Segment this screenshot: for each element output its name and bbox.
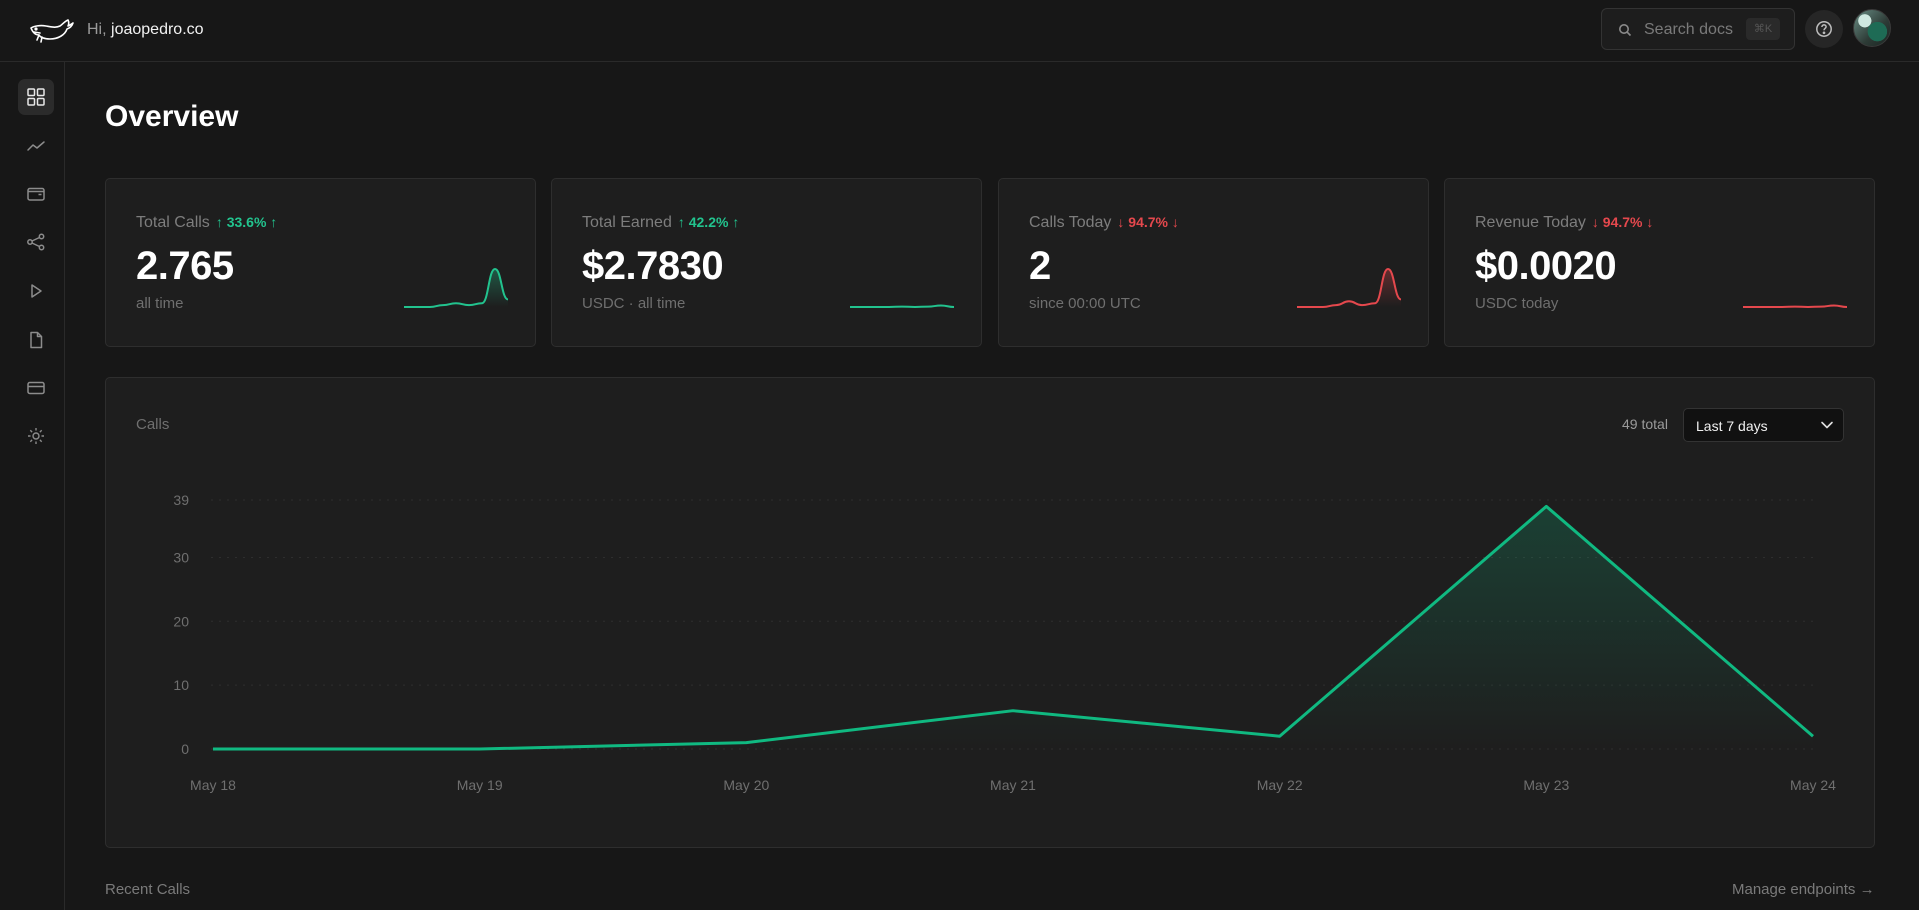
x-tick-label: May 23	[1523, 777, 1569, 793]
stat-change: ↑ 42.2% ↑	[677, 214, 740, 230]
stat-label-row: Total Calls ↑ 33.6% ↑	[136, 214, 277, 232]
sparkline-line	[1297, 267, 1401, 308]
x-tick-label: May 18	[190, 777, 236, 793]
stat-label: Total Earned	[582, 214, 672, 231]
chart-title: Calls	[136, 416, 170, 433]
stat-sub: since 00:00 UTC	[1029, 295, 1141, 312]
sidebar-item-analytics[interactable]	[18, 128, 54, 164]
greeting-prefix: Hi,	[87, 21, 107, 38]
x-tick-label: May 22	[1257, 777, 1303, 793]
search-shortcut-badge: ⌘K	[1746, 18, 1780, 40]
credit-card-icon	[27, 381, 45, 395]
calls-chart-panel: Calls 49 total Last 7 days 0 10 20 30 39 May …	[105, 377, 1875, 848]
avatar[interactable]	[1853, 9, 1891, 47]
y-tick-label: 10	[173, 677, 189, 693]
stat-sub: all time	[136, 295, 184, 312]
sidebar-item-settings[interactable]	[18, 418, 54, 454]
document-icon	[30, 331, 43, 349]
date-range-select[interactable]: Last 7 days	[1683, 408, 1844, 442]
stat-label: Total Calls	[136, 214, 210, 231]
chevron-down-icon	[1821, 421, 1833, 429]
sparkline-line	[404, 267, 508, 308]
stat-value: $0.0020	[1475, 244, 1617, 288]
y-tick-label: 20	[173, 613, 189, 629]
sparkline	[1743, 304, 1847, 309]
stat-label: Revenue Today	[1475, 214, 1586, 231]
sidebar-item-docs[interactable]	[18, 322, 54, 358]
sparkline-line	[850, 304, 954, 309]
top-bar: Hi, joaopedro.co Search docs ⌘K	[0, 0, 1919, 62]
stat-change: ↑ 33.6% ↑	[215, 214, 278, 230]
x-tick-label: May 24	[1790, 777, 1836, 793]
stat-card-total-calls: Total Calls ↑ 33.6% ↑ 2.765 all time	[105, 178, 536, 347]
stat-card-revenue-today: Revenue Today ↓ 94.7% ↓ $0.0020 USDC toda…	[1444, 178, 1875, 347]
data-point[interactable]	[745, 741, 748, 744]
stat-sub: USDC today	[1475, 295, 1559, 312]
y-tick-label: 30	[173, 549, 189, 565]
stat-value: 2	[1029, 244, 1051, 288]
search-docs-input[interactable]: Search docs ⌘K	[1601, 8, 1795, 50]
trend-line-icon	[27, 141, 45, 151]
sparkline	[404, 267, 508, 308]
sparkline-area	[404, 269, 508, 307]
share-nodes-icon	[27, 233, 45, 251]
sidebar-item-playground[interactable]	[18, 273, 54, 309]
stat-card-total-earned: Total Earned ↑ 42.2% ↑ $2.7830 USDC · all…	[551, 178, 982, 347]
date-range-value: Last 7 days	[1696, 418, 1768, 434]
sidebar-item-overview[interactable]	[18, 79, 54, 115]
stat-value: $2.7830	[582, 244, 724, 288]
x-tick-label: May 19	[457, 777, 503, 793]
page-title: Overview	[105, 100, 239, 133]
play-icon	[31, 284, 42, 298]
sidebar-item-endpoints[interactable]	[18, 224, 54, 260]
stat-change: ↓ 94.7% ↓	[1591, 214, 1654, 230]
chart-total-count: 49 total	[1622, 416, 1668, 432]
sidebar-item-wallet[interactable]	[18, 176, 54, 212]
data-point[interactable]	[212, 748, 215, 751]
sparkline	[850, 304, 954, 309]
x-tick-label: May 21	[990, 777, 1036, 793]
sidebar-item-billing[interactable]	[18, 370, 54, 406]
gear-icon	[28, 428, 44, 444]
stat-label-row: Total Earned ↑ 42.2% ↑	[582, 214, 739, 232]
y-tick-label: 39	[173, 492, 189, 508]
username: joaopedro.co	[111, 21, 204, 38]
data-point[interactable]	[1812, 735, 1815, 738]
calls-line-chart: 0 10 20 30 39 May 18 May 19 May 20 May 21 May 22 M…	[173, 492, 1836, 793]
data-point[interactable]	[1545, 505, 1548, 508]
stat-change: ↓ 94.7% ↓	[1117, 214, 1179, 230]
y-tick-label: 0	[181, 741, 189, 757]
help-button[interactable]	[1805, 10, 1843, 48]
search-placeholder: Search docs	[1644, 21, 1733, 38]
grid-icon	[27, 88, 45, 106]
sparkline-line	[1743, 304, 1847, 309]
wallet-icon	[27, 187, 45, 201]
whale-icon[interactable]	[28, 14, 74, 46]
stat-label: Calls Today	[1029, 214, 1112, 231]
data-point[interactable]	[1012, 709, 1015, 712]
data-point[interactable]	[1278, 735, 1281, 738]
greeting: Hi, joaopedro.co	[87, 21, 204, 39]
sidebar	[0, 62, 65, 910]
stat-sub: USDC · all time	[582, 295, 686, 312]
series-area	[213, 506, 1813, 749]
recent-calls-heading: Recent Calls	[105, 881, 191, 898]
data-point[interactable]	[478, 748, 481, 751]
stat-card-calls-today: Calls Today ↓ 94.7% ↓ 2 since 00:00 UTC	[998, 178, 1429, 347]
manage-endpoints-link[interactable]: Manage endpoints →	[1732, 881, 1875, 898]
search-icon	[1619, 24, 1632, 37]
series-line	[213, 504, 1814, 751]
stat-label-row: Revenue Today ↓ 94.7% ↓	[1475, 214, 1653, 232]
question-circle-icon	[1816, 21, 1832, 37]
stat-label-row: Calls Today ↓ 94.7% ↓	[1029, 214, 1179, 232]
x-tick-label: May 20	[723, 777, 769, 793]
stat-value: 2.765	[136, 244, 234, 288]
sparkline	[1297, 267, 1401, 308]
